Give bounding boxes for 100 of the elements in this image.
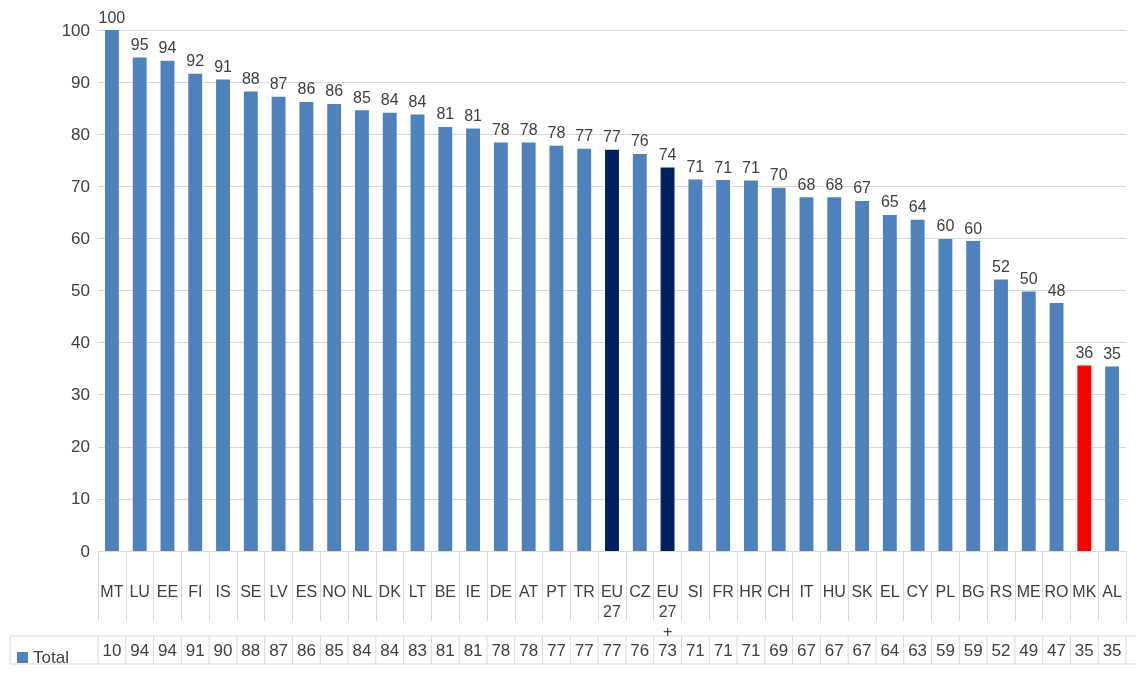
bar — [188, 73, 203, 551]
x-tick-label: LU — [129, 582, 150, 600]
x-tick-label: FI — [188, 582, 203, 600]
text: 77 — [546, 640, 566, 660]
text: 71 — [713, 640, 733, 660]
bar — [160, 60, 175, 551]
text: 86 — [296, 640, 316, 660]
text: 83 — [408, 640, 427, 660]
data-label: 88 — [241, 69, 260, 87]
x-tick-label: SK — [851, 582, 874, 600]
bar — [1077, 365, 1092, 551]
bar — [882, 214, 897, 551]
x-tick-label: RS — [989, 582, 1013, 600]
data-label: 48 — [1047, 281, 1066, 299]
text: 67 — [797, 640, 816, 660]
x-tick-label: AL — [1102, 582, 1122, 600]
bar — [355, 110, 369, 551]
x-tick-label: RO — [1044, 582, 1069, 600]
data-label: 95 — [130, 36, 149, 54]
x-tick-label: DK — [378, 582, 402, 600]
data-label: 36 — [1075, 344, 1094, 362]
text: 77 — [574, 640, 594, 660]
bar — [410, 114, 425, 551]
text: 69 — [769, 640, 789, 660]
data-label: 70 — [769, 166, 788, 184]
y-tick-label: 80 — [71, 124, 90, 144]
text: 35 — [1102, 640, 1122, 660]
bar — [771, 187, 786, 551]
x-tick-label: BG — [961, 582, 985, 600]
bar — [438, 126, 453, 551]
text: 90 — [213, 640, 233, 660]
y-tick-label: 60 — [71, 228, 90, 248]
bar — [855, 200, 869, 551]
x-tick-label: EU27 — [600, 582, 624, 620]
bar — [938, 238, 953, 551]
data-label: 78 — [491, 121, 510, 139]
text: 94 — [130, 640, 150, 660]
x-tick-label: NL — [351, 582, 373, 600]
x-tick-label: SE — [240, 582, 262, 600]
y-tick-label: 70 — [71, 176, 90, 196]
data-label: 84 — [408, 92, 427, 110]
bar — [243, 91, 258, 551]
text: 63 — [908, 640, 928, 660]
text: 10 — [102, 640, 122, 660]
x-tick-label: ES — [295, 582, 318, 600]
data-label: 85 — [353, 88, 371, 106]
data-label: 76 — [630, 132, 649, 150]
bar — [104, 30, 119, 551]
text: 76 — [630, 640, 650, 660]
bar — [716, 180, 731, 551]
data-label: 68 — [825, 175, 844, 193]
data-label: 81 — [436, 105, 455, 123]
text: 84 — [352, 640, 372, 660]
data-label: 78 — [547, 124, 566, 142]
bar — [216, 79, 230, 551]
data-label: 100 — [98, 8, 126, 26]
x-tick-label: EL — [880, 582, 900, 600]
data-label: 67 — [853, 179, 872, 197]
x-tick-label: EU27+ — [656, 582, 679, 640]
data-label: 91 — [214, 58, 233, 75]
bar — [493, 142, 508, 551]
bar — [966, 241, 981, 551]
y-tick-label: 50 — [71, 281, 90, 300]
data-label: 77 — [603, 128, 621, 146]
bar — [605, 149, 619, 551]
data-label: 81 — [464, 106, 483, 124]
text: 52 — [991, 640, 1011, 660]
y-tick-label: 100 — [61, 20, 90, 40]
text: 49 — [1019, 640, 1039, 660]
x-tick-label: AT — [519, 582, 539, 600]
data-label: 71 — [686, 158, 705, 176]
x-tick-label: TR — [573, 582, 595, 600]
data-label: 74 — [658, 146, 677, 164]
x-tick-label: CH — [767, 582, 791, 600]
text: 78 — [491, 640, 511, 660]
x-tick-label: BE — [434, 582, 456, 600]
bar — [466, 128, 481, 551]
x-tick-label: IE — [465, 582, 481, 600]
y-tick-label: 10 — [71, 489, 90, 509]
bar — [549, 145, 564, 551]
bar — [994, 279, 1008, 551]
text: 78 — [519, 640, 539, 660]
data-label: 35 — [1103, 345, 1122, 363]
bar — [132, 57, 147, 551]
x-tick-label: NO — [322, 582, 347, 600]
data-label: 60 — [964, 219, 983, 237]
text: 59 — [935, 640, 955, 660]
text: 77 — [602, 640, 622, 660]
data-label: 84 — [380, 91, 399, 109]
text: 47 — [1047, 640, 1066, 660]
x-tick-label: CZ — [629, 582, 651, 600]
x-tick-label: SI — [687, 582, 703, 600]
x-tick-label: IT — [799, 582, 814, 600]
x-tick-label: DE — [489, 582, 512, 600]
text: 64 — [880, 640, 900, 660]
x-tick-label: HR — [739, 582, 763, 600]
bar — [827, 197, 842, 551]
data-label: 68 — [797, 175, 816, 193]
data-label: 77 — [575, 127, 594, 145]
text: 84 — [380, 640, 400, 660]
